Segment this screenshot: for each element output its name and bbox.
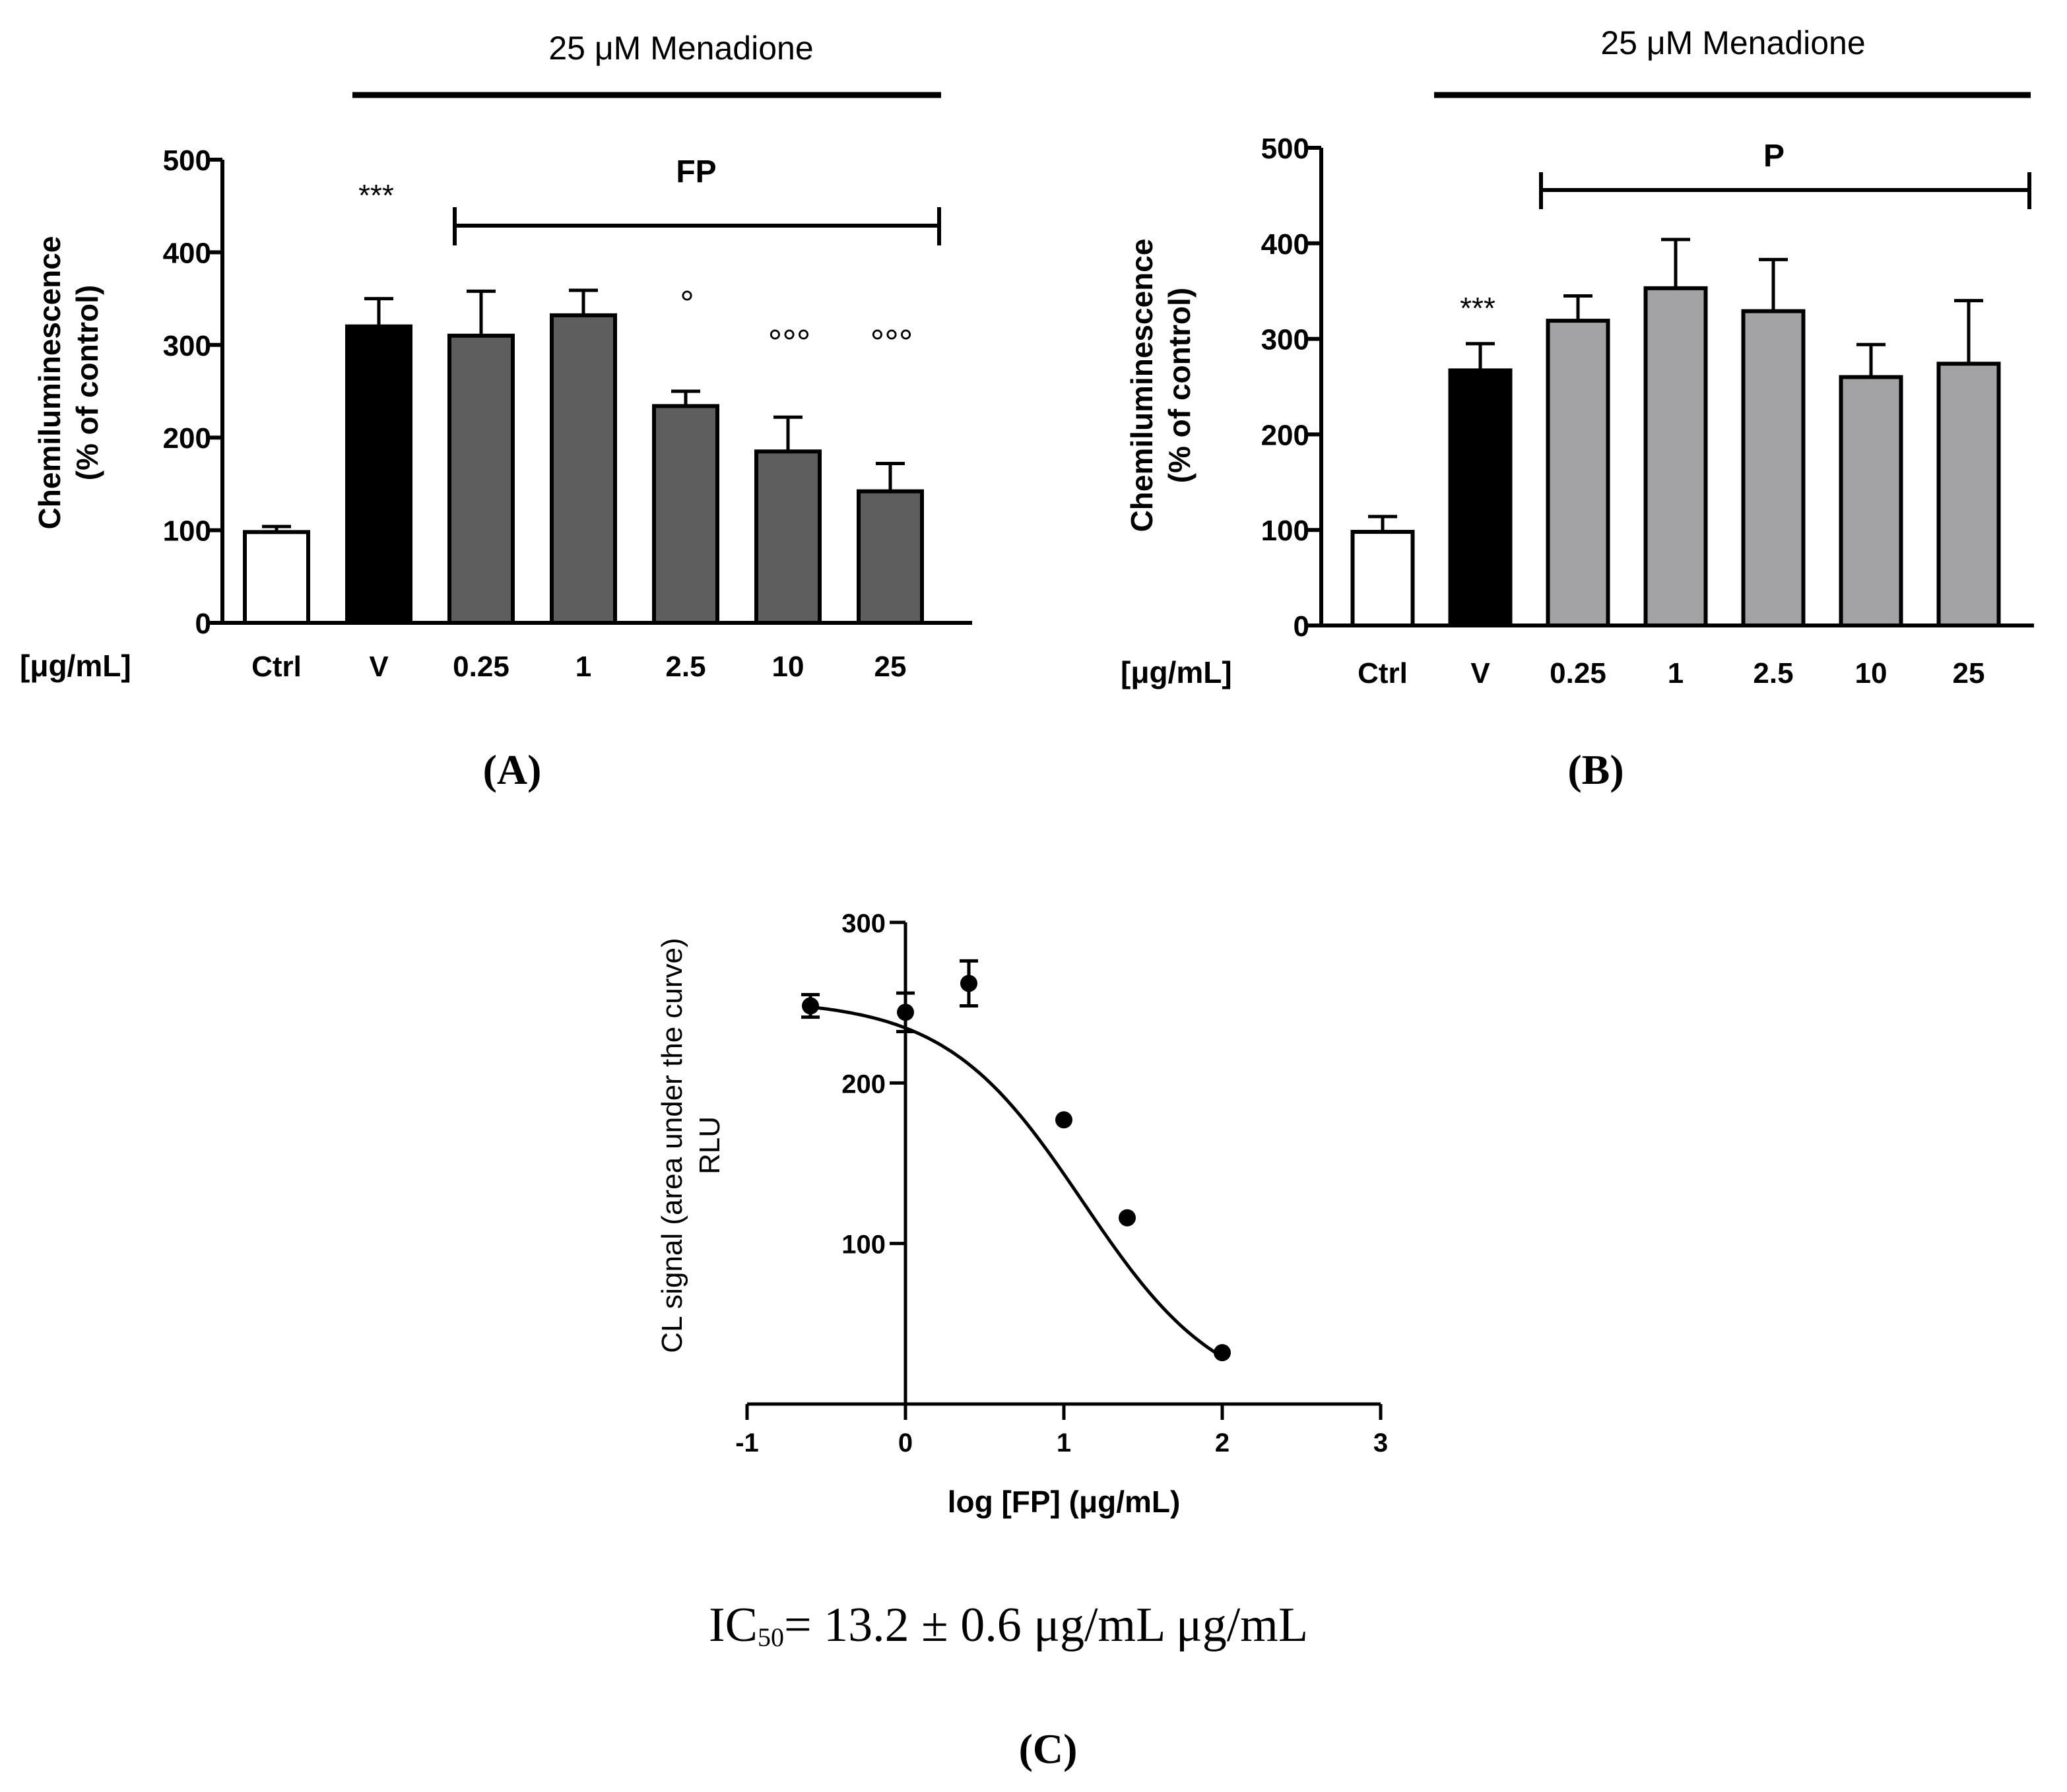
significance-label: °°° <box>870 323 913 362</box>
category-label: 25 <box>1953 657 1985 689</box>
panel-b-p-label: P <box>1763 139 1785 174</box>
significance-label: °°° <box>768 323 811 362</box>
category-label: 1 <box>575 651 591 683</box>
panel-a-y-tick-label: 0 <box>195 608 211 640</box>
panel-a-unit-label: [μg/mL] <box>20 649 131 683</box>
bar <box>550 313 617 625</box>
bar <box>243 530 310 625</box>
panel-b-y-tick-label: 500 <box>1261 133 1309 165</box>
fit-curve <box>810 1005 1224 1359</box>
category-label: 2.5 <box>665 651 705 683</box>
bar <box>857 489 924 625</box>
panel-a-y-tick-label: 200 <box>163 422 211 455</box>
panel-b-ylabel-line1: Chemiluminescence <box>1125 239 1159 532</box>
panel-c-y-tick-label: 100 <box>841 1231 886 1260</box>
bar <box>1839 375 1903 628</box>
panel-c-x-tick-label: 0 <box>898 1428 913 1457</box>
panel-c-y-tick-label: 300 <box>841 909 886 938</box>
data-point <box>897 1004 914 1021</box>
panel-c-ylabel-line1: CL signal (area under the curve) <box>656 938 688 1353</box>
ic50-label: IC50= 13.2 ± 0.6 μg/mL μg/mL <box>709 1598 1308 1652</box>
panel-a: 25 μM Menadione FP Chemiluminescence (% … <box>20 30 972 793</box>
category-label: 2.5 <box>1753 657 1793 689</box>
panel-b: 25 μM Menadione P Chemiluminescence (% o… <box>1121 24 2034 793</box>
panel-a-y-tick-label: 100 <box>163 515 211 548</box>
panel-a-ylabel-line2: (% of control) <box>70 285 104 480</box>
panel-b-y-tick-label: 400 <box>1261 228 1309 261</box>
panel-a-fp-label: FP <box>676 154 716 189</box>
category-label: V <box>369 651 389 683</box>
panel-c-x-tick-label: 3 <box>1373 1428 1388 1457</box>
panel-c-x-tick-label: 2 <box>1215 1428 1230 1457</box>
ic50-prefix: IC <box>709 1598 758 1652</box>
bar <box>1546 319 1610 627</box>
category-label: V <box>1470 657 1490 689</box>
panel-b-y-tick-label: 0 <box>1294 610 1309 643</box>
panel-a-y-tick-label: 400 <box>163 237 211 269</box>
panel-b-label: (B) <box>1567 746 1624 793</box>
bar <box>1350 530 1415 628</box>
panel-c: CL signal (area under the curve) RLU log… <box>656 909 1388 1772</box>
data-point <box>1055 1111 1072 1129</box>
category-label: 0.25 <box>453 651 509 683</box>
panel-b-unit-label: [μg/mL] <box>1121 655 1232 689</box>
category-label: Ctrl <box>251 651 302 683</box>
category-label: 10 <box>1855 657 1887 689</box>
data-point <box>802 997 819 1015</box>
panel-a-ylabel-line1: Chemiluminescence <box>32 236 67 530</box>
panel-b-plot: 0 100 200 300 400 500 Ctrl V *** 0.25 1 2.5 10 25 <box>1261 133 2034 689</box>
category-label: 25 <box>874 651 907 683</box>
panel-c-y-tick-label: 200 <box>841 1070 886 1099</box>
panel-a-y-tick-label: 300 <box>163 330 211 362</box>
panel-c-x-tick-label: -1 <box>735 1428 759 1457</box>
significance-label: *** <box>1460 291 1495 325</box>
bar <box>1936 362 2001 627</box>
panel-b-y-tick-label: 100 <box>1261 515 1309 547</box>
panel-c-x-tick-label: 1 <box>1057 1428 1071 1457</box>
panel-a-fp-bracket <box>453 207 941 245</box>
data-point <box>960 975 977 992</box>
panel-b-ylabel-line2: (% of control) <box>1162 288 1197 483</box>
category-label: 1 <box>1668 657 1684 689</box>
ic50-value: = 13.2 ± 0.6 μg/mL μg/mL <box>784 1598 1308 1652</box>
category-label: 0.25 <box>1550 657 1606 689</box>
panel-b-y-tick-label: 200 <box>1261 419 1309 451</box>
panel-c-plot: -1 0 1 2 3 100 200 300 <box>735 909 1388 1457</box>
bar <box>1448 368 1513 627</box>
panel-c-label: (C) <box>1019 1725 1078 1772</box>
panel-c-ylabel-line2: RLU <box>694 1116 726 1174</box>
significance-label: ° <box>680 284 694 323</box>
bar <box>447 333 515 625</box>
bar <box>1643 286 1708 627</box>
ic50-subscript: 50 <box>758 1622 784 1652</box>
panel-c-xlabel: log [FP] (μg/mL) <box>948 1485 1181 1519</box>
panel-b-y-tick-label: 300 <box>1261 324 1309 356</box>
panel-a-y-tick-label: 500 <box>163 144 211 177</box>
bar <box>1741 309 1806 627</box>
bar <box>345 324 412 625</box>
category-label: 10 <box>772 651 804 683</box>
data-point <box>1119 1209 1136 1227</box>
bar <box>652 404 719 625</box>
panel-b-menadione-label: 25 μM Menadione <box>1600 24 1865 61</box>
panel-a-menadione-label: 25 μM Menadione <box>548 30 813 67</box>
category-label: Ctrl <box>1358 657 1408 689</box>
data-point <box>1214 1344 1231 1362</box>
significance-label: *** <box>358 178 394 212</box>
bar <box>754 449 822 625</box>
panel-a-label: (A) <box>483 746 542 793</box>
panel-a-plot: 0 100 200 300 400 500 Ctrl V *** 0.25 1 2.5 ° 10 °°° 25… <box>163 144 972 683</box>
panel-b-p-bracket <box>1539 172 2031 209</box>
